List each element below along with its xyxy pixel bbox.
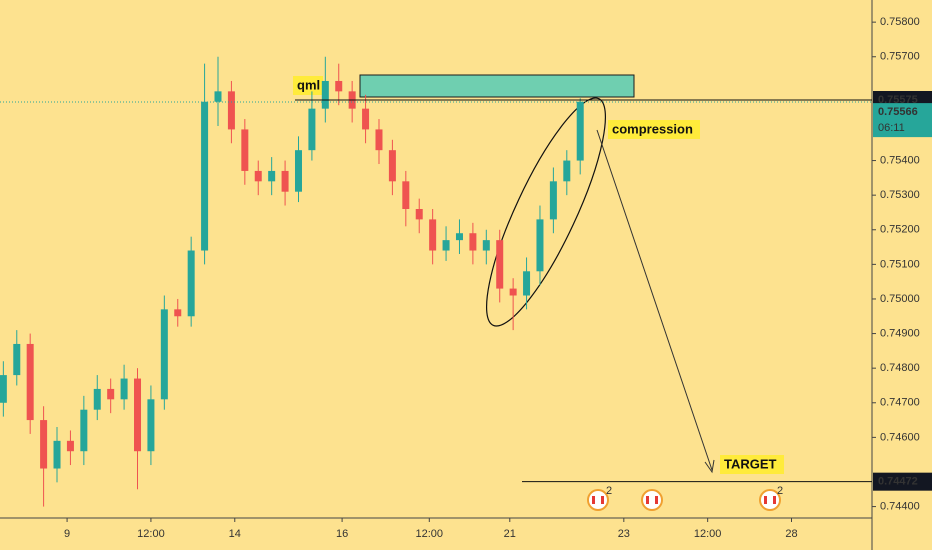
y-tick-label: 0.74800 bbox=[880, 362, 920, 374]
candle-body bbox=[388, 150, 396, 182]
candle-body bbox=[26, 343, 34, 421]
event-flag: 2 bbox=[759, 485, 783, 511]
label-bg bbox=[608, 120, 700, 139]
candle-body bbox=[40, 420, 48, 469]
candle-body bbox=[308, 108, 316, 151]
candle-body bbox=[268, 170, 276, 182]
qml-zone bbox=[359, 74, 635, 98]
candle-body bbox=[201, 101, 209, 251]
annotation: compression bbox=[612, 121, 693, 136]
candle-body bbox=[147, 399, 155, 452]
arrow-line bbox=[596, 129, 713, 471]
price-label: 0.75575 bbox=[878, 94, 918, 106]
price-label-bg bbox=[873, 472, 932, 491]
candle-body bbox=[160, 309, 168, 400]
candle-body bbox=[496, 240, 504, 289]
y-tick-label: 0.75700 bbox=[880, 51, 920, 63]
event-badge: 2 bbox=[606, 485, 612, 497]
candle-body bbox=[0, 375, 7, 403]
candle-body bbox=[362, 108, 370, 130]
candle-body bbox=[469, 233, 477, 251]
y-tick-label: 0.75100 bbox=[880, 258, 920, 270]
candle-body bbox=[13, 343, 21, 376]
candle-body bbox=[93, 388, 101, 410]
x-tick-label: 28 bbox=[785, 528, 797, 540]
y-tick-label: 0.74700 bbox=[880, 397, 920, 409]
candle-body bbox=[134, 378, 142, 452]
y-tick-label: 0.74900 bbox=[880, 327, 920, 339]
x-tick-label: 9 bbox=[64, 528, 70, 540]
candle-body bbox=[66, 440, 74, 452]
event-badge: 2 bbox=[777, 485, 783, 497]
current-price-label: 0.75566 bbox=[878, 106, 918, 118]
x-tick-label: 12:00 bbox=[137, 528, 165, 540]
candle-body bbox=[80, 409, 88, 452]
y-tick-label: 0.75800 bbox=[880, 16, 920, 28]
candle-body bbox=[335, 80, 343, 92]
y-tick-label: 0.74400 bbox=[880, 500, 920, 512]
y-tick-label: 0.75400 bbox=[880, 154, 920, 166]
candle-body bbox=[455, 233, 463, 241]
x-tick-label: 12:00 bbox=[694, 528, 722, 540]
candle-body bbox=[254, 170, 262, 182]
candle-body bbox=[107, 388, 115, 400]
y-tick-label: 0.75000 bbox=[880, 293, 920, 305]
candle-body bbox=[281, 170, 289, 192]
candle-body bbox=[120, 378, 128, 400]
candle-body bbox=[509, 288, 517, 296]
candle-body bbox=[241, 129, 249, 171]
price-label: 0.74472 bbox=[878, 476, 918, 488]
candle-body bbox=[294, 150, 302, 192]
current-price-bg bbox=[873, 103, 932, 138]
candle-body bbox=[415, 208, 423, 220]
candle-body bbox=[375, 129, 383, 151]
x-tick-label: 14 bbox=[229, 528, 241, 540]
label-bg bbox=[720, 455, 784, 474]
x-tick-label: 12:00 bbox=[416, 528, 444, 540]
y-tick-label: 0.75200 bbox=[880, 224, 920, 236]
candle-body bbox=[549, 181, 557, 220]
candle-body bbox=[442, 240, 450, 251]
candle-body bbox=[53, 440, 61, 469]
countdown: 06:11 bbox=[878, 122, 905, 134]
y-tick-label: 0.74600 bbox=[880, 431, 920, 443]
x-tick-label: 16 bbox=[336, 528, 348, 540]
candle-body bbox=[227, 91, 235, 130]
event-flag: 2 bbox=[587, 485, 612, 511]
annotation: qml bbox=[297, 77, 320, 92]
candle-body bbox=[402, 181, 410, 209]
event-flag bbox=[641, 489, 663, 511]
candle-body bbox=[536, 219, 544, 272]
candle-body bbox=[523, 271, 531, 296]
candle-body bbox=[174, 309, 182, 317]
y-tick-label: 0.75300 bbox=[880, 189, 920, 201]
candle-body bbox=[321, 80, 329, 109]
candle-body bbox=[563, 160, 571, 182]
x-tick-label: 23 bbox=[618, 528, 630, 540]
label-bg bbox=[293, 76, 323, 95]
annotation: TARGET bbox=[724, 456, 777, 471]
arrow-head bbox=[704, 459, 715, 474]
x-tick-label: 21 bbox=[504, 528, 516, 540]
candle-body bbox=[482, 240, 490, 251]
candle-body bbox=[576, 101, 584, 161]
candle-body bbox=[429, 219, 437, 251]
candle-body bbox=[214, 91, 222, 102]
compression-ellipse bbox=[485, 97, 607, 327]
candle-body bbox=[187, 250, 195, 317]
